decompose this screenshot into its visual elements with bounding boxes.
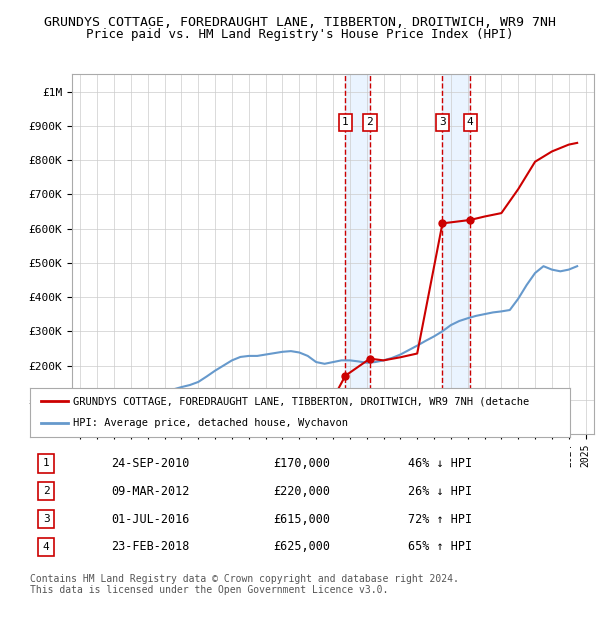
Text: 1: 1 <box>43 458 50 468</box>
Text: £170,000: £170,000 <box>273 456 330 469</box>
Text: HPI: Average price, detached house, Wychavon: HPI: Average price, detached house, Wych… <box>73 418 348 428</box>
Text: 72% ↑ HPI: 72% ↑ HPI <box>408 513 472 526</box>
Text: GRUNDYS COTTAGE, FOREDRAUGHT LANE, TIBBERTON, DROITWICH, WR9 7NH (detache: GRUNDYS COTTAGE, FOREDRAUGHT LANE, TIBBE… <box>73 396 529 406</box>
Text: 4: 4 <box>43 542 50 552</box>
Text: Contains HM Land Registry data © Crown copyright and database right 2024.
This d: Contains HM Land Registry data © Crown c… <box>30 574 459 595</box>
Text: 23-FEB-2018: 23-FEB-2018 <box>111 541 190 554</box>
Text: 09-MAR-2012: 09-MAR-2012 <box>111 485 190 497</box>
Bar <box>345 74 370 434</box>
Text: 2: 2 <box>367 117 373 127</box>
Text: 3: 3 <box>43 514 50 524</box>
Text: £615,000: £615,000 <box>273 513 330 526</box>
Text: £220,000: £220,000 <box>273 485 330 497</box>
Text: 01-JUL-2016: 01-JUL-2016 <box>111 513 190 526</box>
Text: 4: 4 <box>467 117 473 127</box>
Text: 24-SEP-2010: 24-SEP-2010 <box>111 456 190 469</box>
Text: 1: 1 <box>342 117 349 127</box>
Text: 46% ↓ HPI: 46% ↓ HPI <box>408 456 472 469</box>
Text: 26% ↓ HPI: 26% ↓ HPI <box>408 485 472 497</box>
Text: 3: 3 <box>439 117 446 127</box>
Text: 65% ↑ HPI: 65% ↑ HPI <box>408 541 472 554</box>
Text: GRUNDYS COTTAGE, FOREDRAUGHT LANE, TIBBERTON, DROITWICH, WR9 7NH: GRUNDYS COTTAGE, FOREDRAUGHT LANE, TIBBE… <box>44 16 556 29</box>
Bar <box>442 74 470 434</box>
Text: Price paid vs. HM Land Registry's House Price Index (HPI): Price paid vs. HM Land Registry's House … <box>86 28 514 41</box>
Text: £625,000: £625,000 <box>273 541 330 554</box>
Text: 2: 2 <box>43 486 50 496</box>
